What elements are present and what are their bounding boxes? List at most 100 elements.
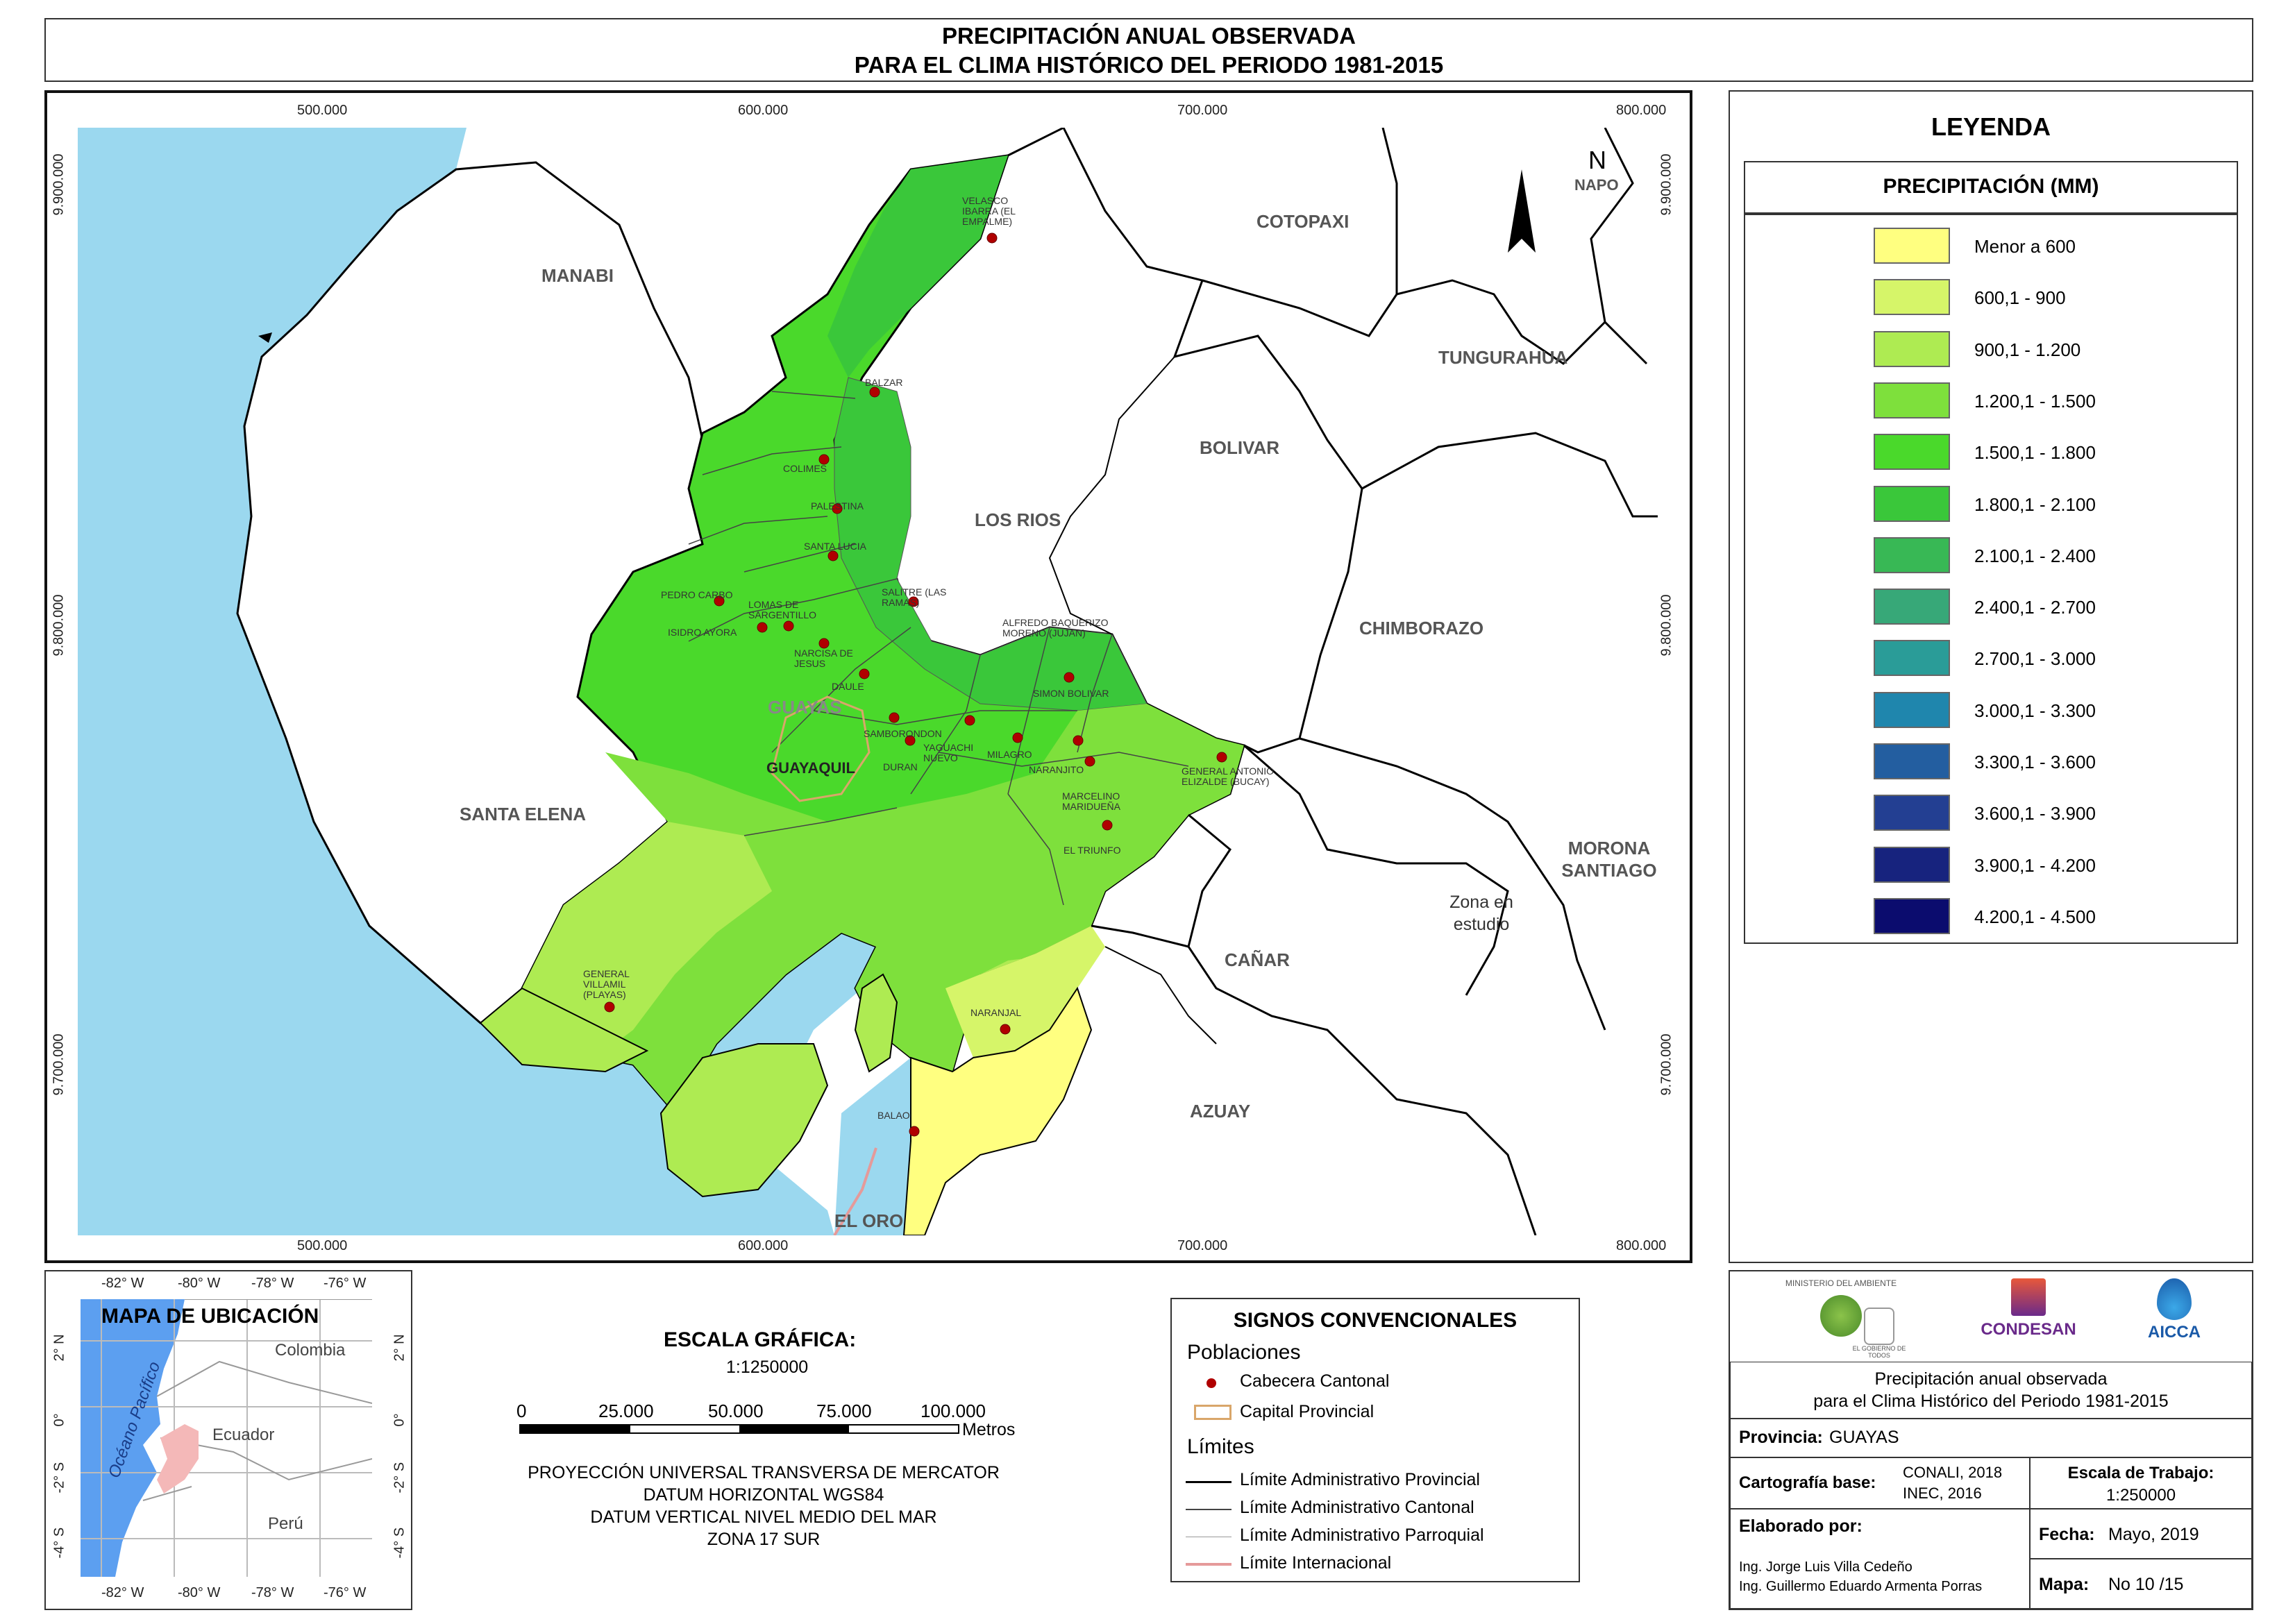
info-fecha-label: Fecha: xyxy=(2039,1525,2095,1544)
signs-prov: Límite Administrativo Provincial xyxy=(1240,1470,1480,1489)
signs-cabecera: Cabecera Cantonal xyxy=(1240,1371,1390,1391)
city-label: YAGUACHI NUEVO xyxy=(923,742,974,763)
scale-tick-3: 75.000 xyxy=(816,1401,872,1421)
city-label: VELASCO IBARRA (EL EMPALME) xyxy=(962,195,1016,227)
legend-swatch xyxy=(1874,228,1950,264)
legend-title: LEYENDA xyxy=(1931,112,2051,141)
prov-line-icon xyxy=(1186,1481,1231,1483)
legend-label: 900,1 - 1.200 xyxy=(1974,339,2081,360)
city-label: GENERAL ANTONIO ELIZALDE (BUCAY) xyxy=(1182,766,1275,787)
x-tick-bottom-2: 600.000 xyxy=(738,1238,789,1253)
legend-swatch xyxy=(1874,382,1950,418)
logo-aicca: AICCA xyxy=(2126,1278,2223,1362)
scale-title: ESCALA GRÁFICA: xyxy=(664,1328,857,1351)
city-label: MARCELINO MARIDUEÑA xyxy=(1062,790,1121,812)
city-label: GENERAL VILLAMIL (PLAYAS) xyxy=(583,968,630,1000)
scale-ratio: 1:1250000 xyxy=(726,1357,809,1377)
signs-title: SIGNOS CONVENCIONALES xyxy=(1233,1309,1518,1332)
info-carto-label: Cartografía base: xyxy=(1739,1473,1876,1492)
projection-line: PROYECCIÓN UNIVERSAL TRANSVERSA DE MERCA… xyxy=(528,1463,1000,1482)
city-label: DAULE xyxy=(832,681,864,692)
capital-label-guayaquil: GUAYAQUIL xyxy=(766,759,855,777)
legend-swatch xyxy=(1874,589,1950,625)
legend-item: 600,1 - 900 xyxy=(1745,279,2237,318)
city-label: ISIDRO AYORA xyxy=(668,627,737,638)
scale-tick-1: 25.000 xyxy=(598,1401,654,1421)
legend-swatch xyxy=(1874,846,1950,883)
legend-swatch xyxy=(1874,434,1950,471)
info-desc-2: para el Clima Histórico del Periodo 1981… xyxy=(1813,1392,2169,1411)
info-desc-cell: Precipitación anual observada para el Cl… xyxy=(1730,1362,2252,1419)
legend-swatch xyxy=(1874,691,1950,728)
legend-swatch xyxy=(1874,640,1950,677)
legend-swatch xyxy=(1874,279,1950,316)
legend-item: 2.400,1 - 2.700 xyxy=(1745,589,2237,627)
country-ecuador: Ecuador xyxy=(212,1426,275,1444)
info-box: MINISTERIO DEL AMBIENTE EL GOBIERNO DE T… xyxy=(1729,1270,2253,1610)
scale-bar xyxy=(519,1424,959,1434)
legend-item: 1.800,1 - 2.100 xyxy=(1745,485,2237,525)
north-label: N xyxy=(1588,146,1606,174)
intl-line-icon xyxy=(1186,1563,1231,1566)
info-elab-label: Elaborado por: xyxy=(1739,1516,1863,1536)
city-label: ALFREDO BAQUERIZO MORENO (JUJAN) xyxy=(1002,617,1109,638)
country-peru: Perú xyxy=(268,1514,303,1533)
legend-label: 3.300,1 - 3.600 xyxy=(1974,752,2096,772)
cabecera-dot-icon xyxy=(1207,1378,1216,1388)
x-tick-bottom-4: 800.000 xyxy=(1616,1238,1667,1253)
cant-line-icon xyxy=(1186,1509,1231,1510)
legend-item: 2.100,1 - 2.400 xyxy=(1745,536,2237,576)
location-map xyxy=(81,1299,372,1577)
lat-tick-left: -2° S xyxy=(51,1462,67,1494)
lon-tick-top: -82° W xyxy=(101,1276,144,1291)
lon-tick-top: -76° W xyxy=(323,1276,367,1291)
province-label-los-rios: LOS RIOS xyxy=(975,509,1061,530)
legend-label: 4.200,1 - 4.500 xyxy=(1974,906,2096,927)
lon-tick-bottom: -80° W xyxy=(178,1585,221,1600)
legend-label: Menor a 600 xyxy=(1974,236,2076,257)
city-label: PALESTINA xyxy=(811,500,864,511)
location-map-title: MAPA DE UBICACIÓN xyxy=(101,1305,319,1328)
legend-swatch xyxy=(1874,743,1950,779)
pacific-ocean xyxy=(78,128,834,1235)
province-label-el-oro: EL ORO xyxy=(834,1210,904,1231)
info-escala-cell: Escala de Trabajo: 1:250000 xyxy=(2030,1457,2252,1509)
province-label-canar: CAÑAR xyxy=(1225,949,1290,970)
scale-tick-2: 50.000 xyxy=(708,1401,764,1421)
province-label-tungurahua: TUNGURAHUA xyxy=(1438,347,1568,368)
location-map-box: MAPA DE UBICACIÓN -82° W -80° W -78° W -… xyxy=(44,1270,412,1610)
legend-label: 3.900,1 - 4.200 xyxy=(1974,854,2096,876)
city-label: NARANJITO xyxy=(1029,764,1084,775)
signs-cant: Límite Administrativo Cantonal xyxy=(1240,1498,1474,1517)
city-label: SIMON BOLIVAR xyxy=(1033,688,1109,699)
signs-box: SIGNOS CONVENCIONALES Poblaciones Cabece… xyxy=(1170,1298,1580,1582)
legend-item: Menor a 600 xyxy=(1745,228,2237,267)
y-tick-left-3: 9.700.000 xyxy=(51,1033,67,1096)
projection-line: DATUM HORIZONTAL WGS84 xyxy=(643,1485,884,1505)
info-carto-value-2: INEC, 2016 xyxy=(1903,1485,1982,1502)
lat-tick-right: 0° xyxy=(392,1413,407,1427)
legend-label: 1.800,1 - 2.100 xyxy=(1974,493,2096,515)
logo-ministerio: MINISTERIO DEL AMBIENTE xyxy=(1772,1278,1910,1362)
scale-unit: Metros xyxy=(962,1420,1016,1439)
capital-icon xyxy=(1194,1405,1231,1420)
y-tick-left-2: 9.800.000 xyxy=(51,594,67,657)
x-tick-top-2: 600.000 xyxy=(738,103,789,118)
province-label-chimborazo: CHIMBORAZO xyxy=(1359,618,1484,638)
title-line-1: PRECIPITACIÓN ANUAL OBSERVADA xyxy=(942,23,1356,49)
x-tick-bottom-1: 500.000 xyxy=(297,1238,348,1253)
signs-parr: Límite Administrativo Parroquial xyxy=(1240,1525,1484,1545)
logo-condesan: CONDESAN xyxy=(1973,1278,2084,1362)
city-label: PEDRO CARBO xyxy=(661,589,733,600)
legend-item: 3.600,1 - 3.900 xyxy=(1745,795,2237,834)
title-box: PRECIPITACIÓN ANUAL OBSERVADA PARA EL CL… xyxy=(44,18,2253,82)
info-fecha-value: Mayo, 2019 xyxy=(2108,1525,2199,1544)
legend-subtitle: PRECIPITACIÓN (MM) xyxy=(1883,175,2099,198)
lon-tick-bottom: -76° W xyxy=(323,1585,367,1600)
legend-label: 3.000,1 - 3.300 xyxy=(1974,700,2096,721)
x-tick-bottom-3: 700.000 xyxy=(1177,1238,1228,1253)
info-elab-2: Ing. Guillermo Eduardo Armenta Porras xyxy=(1739,1579,1983,1594)
legend-item: 1.200,1 - 1.500 xyxy=(1745,382,2237,421)
lat-tick-right: -4° S xyxy=(392,1527,407,1559)
info-escala-label: Escala de Trabajo: xyxy=(2067,1464,2214,1482)
